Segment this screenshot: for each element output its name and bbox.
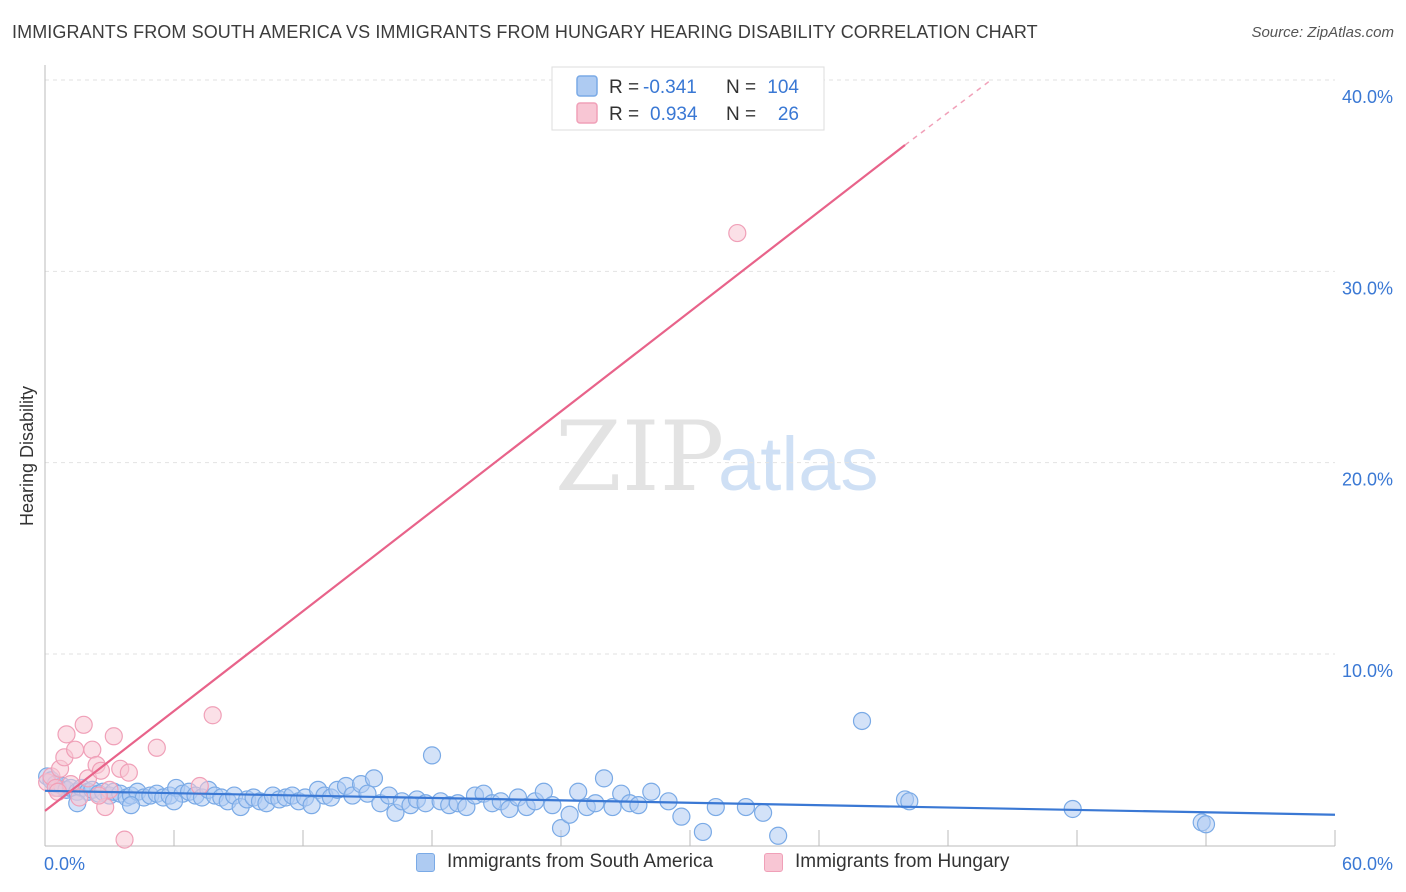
y-tick-label-40: 40.0% [1342,87,1393,107]
point-hungary-18 [115,830,134,849]
point-hungary-25 [89,786,108,805]
tick-labels: 10.0% 20.0% 30.0% 40.0% 0.0% 60.0% [44,87,1393,874]
legend-r-label-pink: R = [609,104,639,125]
legend-n-value-blue: 104 [767,77,799,98]
legend-n-value-pink: 26 [778,104,799,125]
point-hungary-5 [57,725,76,744]
series-hungary-points [38,223,747,849]
point-south-america-90 [693,822,713,842]
point-south-america-91 [706,797,725,817]
legend-swatch-pink [576,102,598,124]
point-hungary-8 [70,788,89,807]
point-south-america-79 [569,782,588,801]
point-hungary-20 [147,738,166,757]
trend-lines [44,79,1336,816]
point-south-america-100 [1196,815,1216,834]
y-tick-label-10: 10.0% [1342,661,1393,681]
y-axis-label: Hearing Disability [17,386,37,526]
point-south-america-93 [753,803,773,822]
point-south-america-103 [164,792,184,811]
legend-label-south-america: Immigrants from South America [447,851,714,872]
point-south-america-77 [551,819,571,838]
point-hungary-23 [728,223,747,243]
legend-label-hungary: Immigrants from Hungary [795,851,1010,872]
y-tick-label-20: 20.0% [1342,470,1393,490]
legend-r-value-blue: -0.341 [643,77,697,98]
trend-line-south-america [44,789,1336,816]
point-south-america-86 [629,796,648,815]
chart-title: IMMIGRANTS FROM SOUTH AMERICA VS IMMIGRA… [12,22,1038,42]
x-tick-label-0: 0.0% [44,854,85,874]
point-hungary-21 [190,776,209,796]
point-south-america-87 [642,782,661,801]
point-south-america-54 [364,769,384,788]
legend-r-label-blue: R = [609,77,639,98]
trend-line-hungary-extension [904,79,992,146]
legend-n-label-pink: N = [726,104,756,125]
correlation-legend: R = -0.341 N = 104 R = 0.934 N = 26 [551,66,825,131]
watermark-atlas: atlas [718,422,879,507]
point-south-america-94 [769,826,788,845]
point-south-america-81 [586,794,605,813]
point-south-america-89 [672,807,691,826]
point-hungary-9 [74,715,93,734]
point-hungary-11 [83,740,102,759]
point-hungary-7 [65,740,85,759]
point-south-america-62 [422,746,442,765]
point-hungary-22 [203,706,222,725]
point-south-america-95 [852,711,872,731]
point-hungary-16 [104,727,123,746]
legend-n-label-blue: N = [726,77,756,98]
point-south-america-92 [736,797,756,817]
point-south-america-102 [121,796,141,815]
legend-swatch-hungary [764,852,783,872]
axes [44,65,1336,847]
legend-item-hungary[interactable]: Immigrants from Hungary [764,851,1009,873]
x-tick-label-60: 60.0% [1342,854,1393,874]
watermark: ZIP atlas [555,401,879,513]
trend-line-hungary [44,144,906,812]
watermark-zip: ZIP [555,401,724,513]
legend-r-value-pink: 0.934 [650,104,698,125]
point-south-america-82 [594,769,614,788]
legend-swatch-blue [576,75,598,97]
point-hungary-19 [119,763,138,782]
point-south-america-83 [603,797,622,817]
point-south-america-97 [900,792,919,811]
source-credit: Source: ZipAtlas.com [1251,24,1394,41]
y-tick-label-30: 30.0% [1342,278,1393,298]
point-hungary-13 [91,761,111,780]
legend-item-south-america[interactable]: Immigrants from South America [416,851,713,873]
legend-swatch-south-america [416,852,435,872]
series-legend: Immigrants from South America Immigrants… [0,851,1406,879]
gridlines [45,79,1335,655]
point-south-america-78 [560,805,579,824]
series-south-america-points [38,711,1216,845]
